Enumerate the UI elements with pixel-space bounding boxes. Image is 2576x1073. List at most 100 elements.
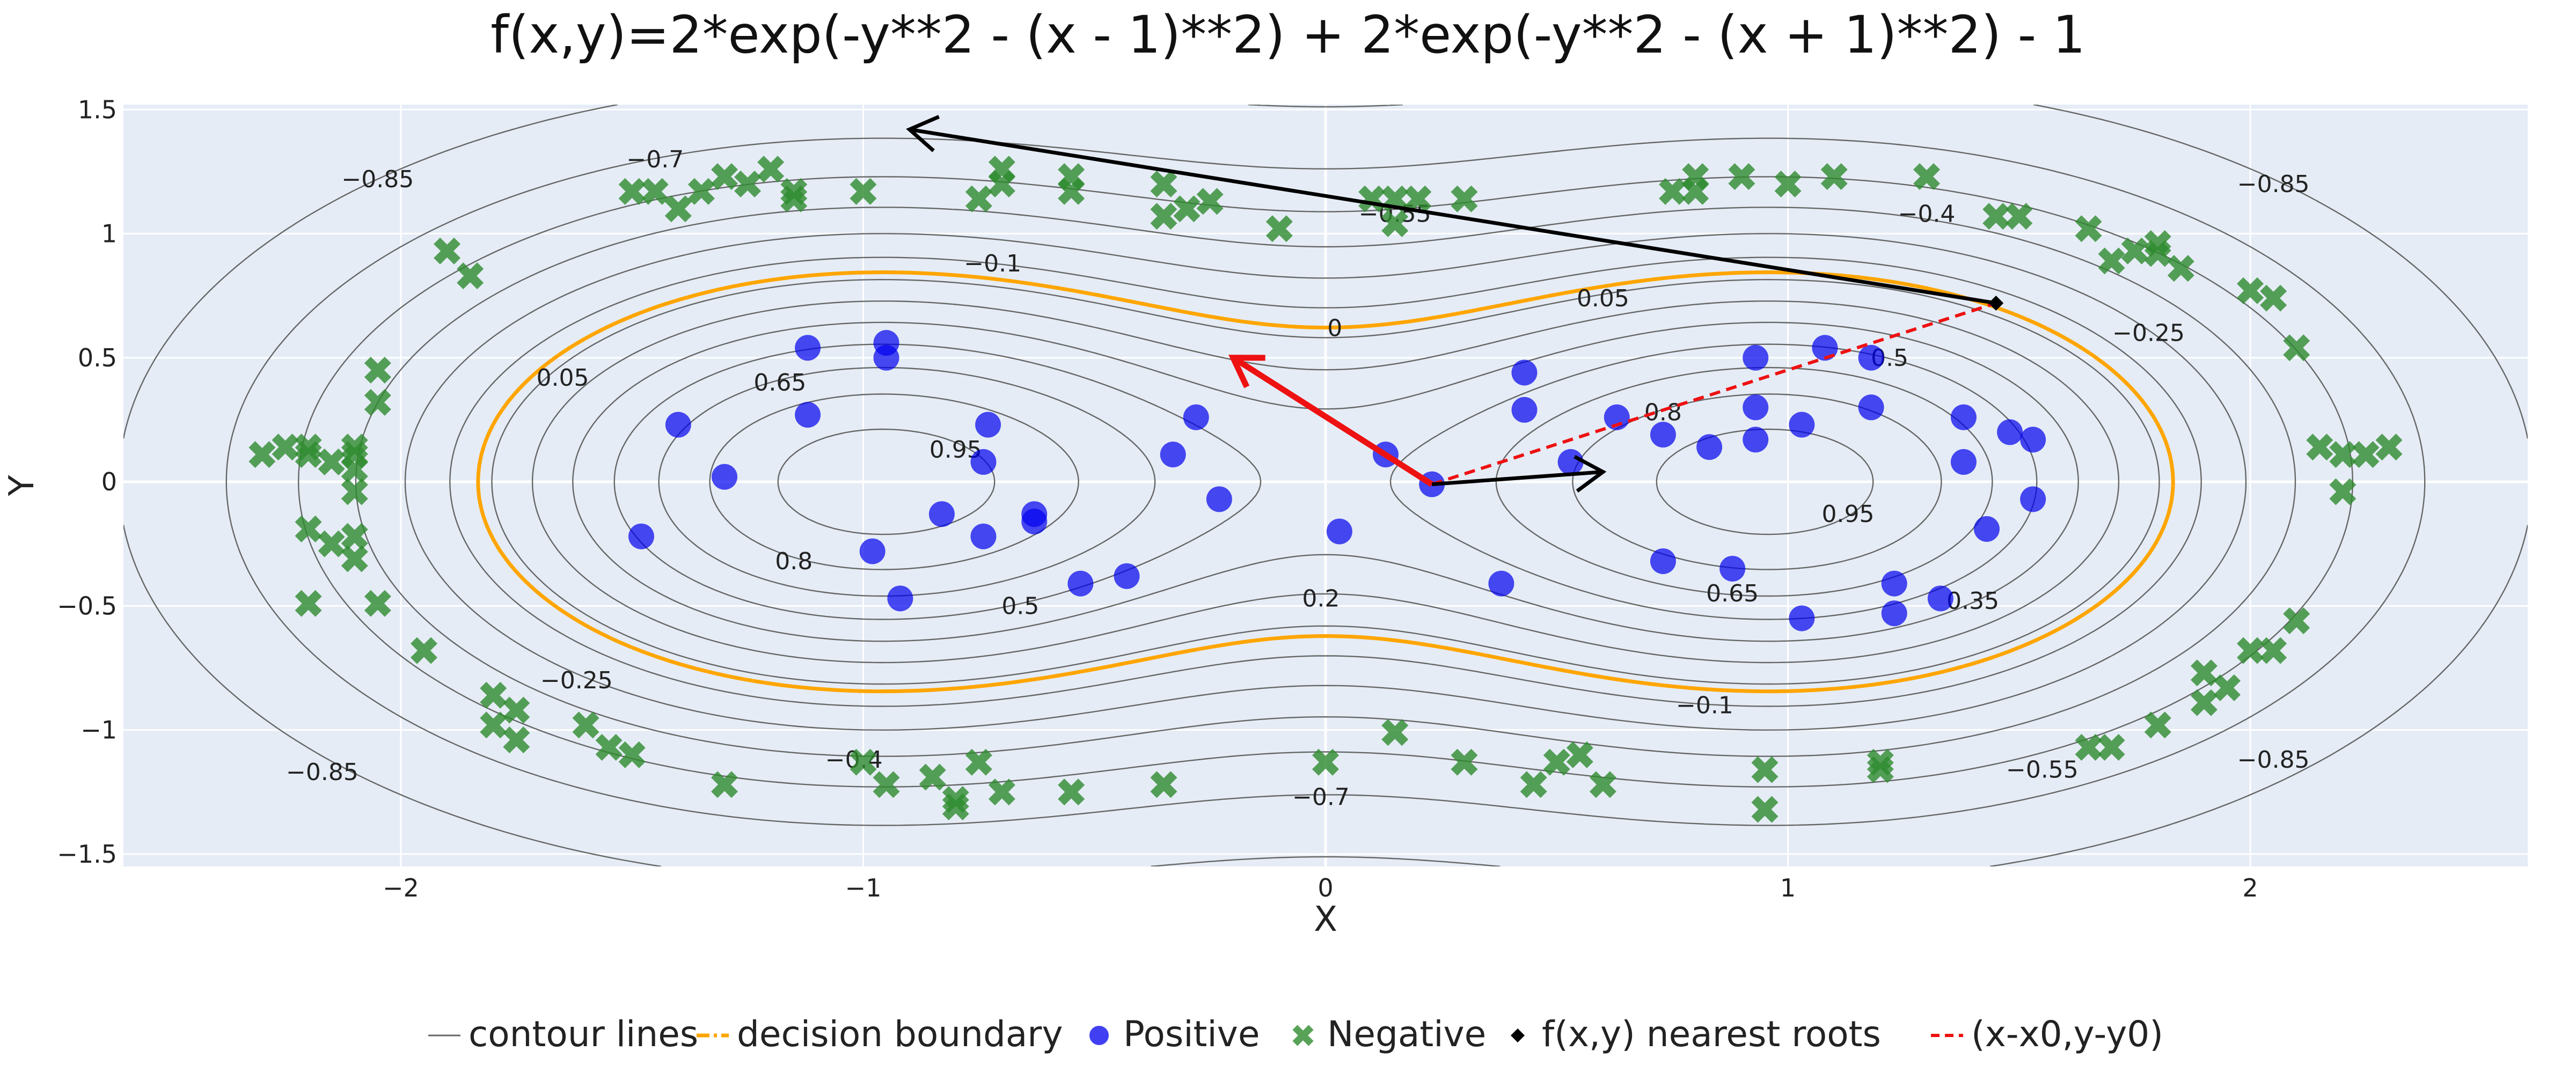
negative-point — [942, 786, 969, 813]
positive-point — [1881, 570, 1907, 597]
negative-point — [2190, 689, 2218, 716]
legend-item[interactable]: decision boundary — [697, 1013, 1063, 1055]
contour-label: −0.25 — [2112, 320, 2185, 347]
negative-point — [780, 178, 808, 205]
positive-point — [859, 538, 885, 564]
legend-item[interactable]: Negative — [1292, 1013, 1486, 1055]
negative-point — [434, 237, 461, 264]
contour-label: −0.7 — [626, 146, 684, 173]
negative-point — [618, 741, 646, 768]
negative-point — [664, 195, 692, 223]
contour-line — [491, 278, 2160, 685]
negative-point — [1751, 756, 1779, 783]
positive-point — [1557, 449, 1584, 475]
negative-point — [2098, 247, 2125, 275]
positive-point — [2020, 486, 2046, 512]
positive-point — [887, 585, 913, 612]
x-tick-label: −2 — [383, 873, 419, 902]
contour-line — [777, 428, 1874, 535]
negative-point — [457, 262, 484, 290]
contour-label: 0.65 — [1706, 580, 1759, 607]
y-tick-label: −1.5 — [57, 840, 117, 869]
negative-point — [1659, 178, 1686, 205]
contour-labels: −0.85 −0.7 −0.55 −0.4 −0.85 −0.1 0.05 0 −0.25 0.0… — [286, 146, 2310, 811]
negative-point — [2283, 607, 2310, 635]
negative-point — [850, 748, 877, 776]
negative-point — [1404, 185, 1432, 212]
positive-point — [1021, 509, 1048, 535]
decision-boundary-line — [476, 270, 2175, 694]
positive-point — [1696, 434, 1723, 460]
legend-item[interactable]: (x-x0,y-y0) — [1931, 1013, 2163, 1055]
contour-label: 0 — [1327, 314, 1342, 342]
gradient-arrow — [1228, 355, 1434, 487]
negative-point — [988, 171, 1015, 198]
negative-point — [1265, 215, 1293, 242]
negative-point — [734, 171, 762, 198]
contour-label: 0.05 — [1577, 285, 1629, 312]
contour-line — [298, 176, 2353, 788]
contour-label: 0.8 — [775, 548, 813, 575]
positive-point — [1114, 563, 1140, 589]
legend-item[interactable]: Positive — [1089, 1013, 1260, 1055]
positive-point — [873, 344, 899, 371]
positive-point — [1743, 344, 1769, 371]
negative-point — [1728, 163, 1755, 190]
positive-point — [928, 501, 955, 527]
positive-point — [1650, 548, 1676, 575]
positive-point — [970, 449, 997, 475]
legend-label: contour lines — [469, 1013, 698, 1055]
positive-point — [1881, 600, 1907, 627]
negative-point — [248, 441, 276, 468]
negative-point — [2329, 478, 2357, 505]
negative-point — [1566, 741, 1593, 768]
x-axis-label: X — [1314, 900, 1337, 939]
positive-point — [970, 523, 997, 549]
negative-point — [341, 478, 368, 505]
negative-point — [919, 763, 946, 791]
negative-point — [272, 433, 299, 461]
contour-line — [658, 366, 1993, 597]
negative-point — [1682, 178, 1709, 205]
positive-point — [1488, 570, 1514, 597]
negative-point — [2006, 203, 2033, 230]
negative-point — [480, 711, 507, 739]
negative-point — [318, 449, 345, 476]
contour-line — [123, 105, 2528, 866]
negative-point — [2167, 255, 2194, 282]
positive-point — [1511, 396, 1538, 423]
x-tick-label: 2 — [2242, 873, 2258, 902]
contour-label: 0.2 — [1302, 585, 1340, 612]
decision-boundary — [476, 270, 2175, 694]
contour-label: 0.65 — [753, 369, 806, 396]
legend-item[interactable]: f(x,y) nearest roots — [1511, 1013, 1881, 1055]
negative-point — [757, 156, 785, 183]
negative-point — [711, 163, 738, 190]
contour-label: −0.1 — [964, 250, 1021, 277]
y-axis-label: Y — [2, 475, 42, 497]
positive-point — [1974, 516, 2000, 542]
y-tick-label: 1.5 — [78, 95, 117, 124]
offset-vector-line — [1431, 302, 1997, 486]
negative-point — [2075, 733, 2102, 761]
root-point — [1988, 296, 2004, 311]
negative-point — [1774, 171, 1802, 198]
contour-label: −0.25 — [540, 667, 613, 694]
legend-label: Negative — [1327, 1013, 1486, 1055]
legend-item[interactable]: contour lines — [428, 1013, 698, 1055]
positive-point — [1858, 394, 1884, 421]
negative-point — [410, 637, 438, 664]
root-direction-arrow — [906, 115, 1996, 305]
negative-point — [1751, 796, 1779, 823]
positive-point — [1927, 585, 1953, 612]
negative-point — [1196, 188, 1224, 215]
arrows — [906, 115, 2004, 493]
positive-point — [628, 523, 654, 549]
negative-point — [2121, 237, 2148, 264]
y-tick-label: 1 — [101, 219, 117, 248]
negative-point — [2237, 637, 2264, 664]
negative-point — [641, 178, 669, 205]
negative-point — [364, 389, 391, 416]
negative-point — [1543, 748, 1570, 776]
